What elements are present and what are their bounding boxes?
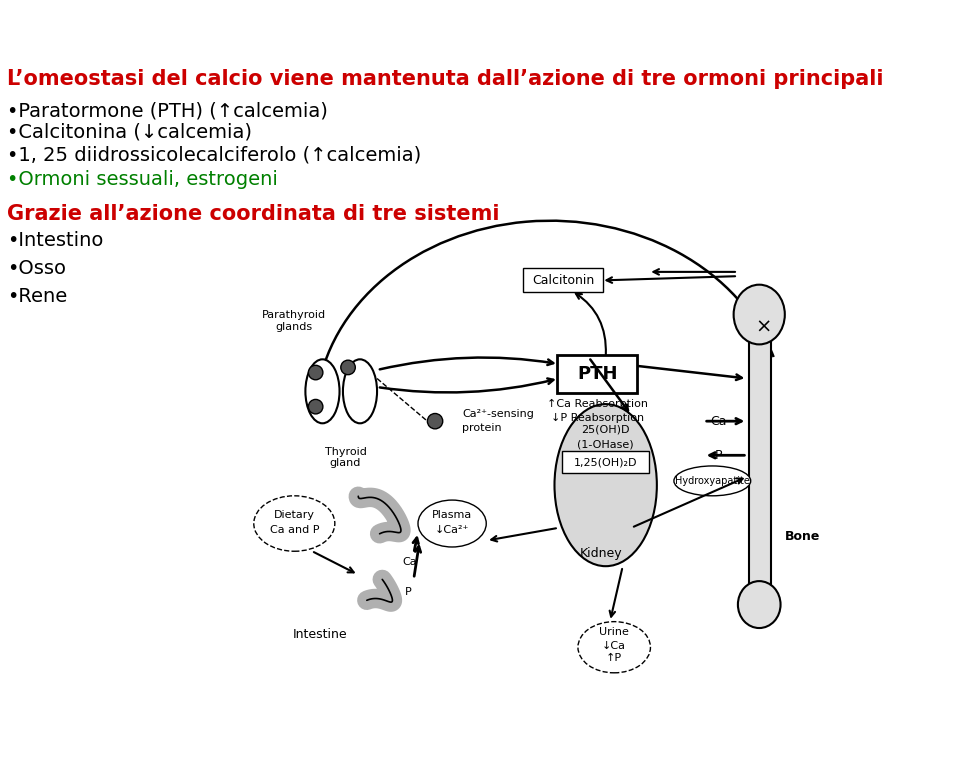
Text: ↑P: ↑P <box>606 653 622 663</box>
Text: Ca²⁺-sensing: Ca²⁺-sensing <box>463 409 534 420</box>
Ellipse shape <box>253 496 335 551</box>
Text: Bone: Bone <box>785 530 820 542</box>
Bar <box>749 314 771 604</box>
Text: Dietary: Dietary <box>274 510 315 520</box>
Ellipse shape <box>733 285 785 344</box>
Text: Calcitonin: Calcitonin <box>532 274 594 287</box>
Text: •1, 25 diidrossicolecalciferolo (↑calcemia): •1, 25 diidrossicolecalciferolo (↑calcem… <box>7 146 421 165</box>
Text: •Rene: •Rene <box>7 287 67 306</box>
Ellipse shape <box>427 414 443 429</box>
Text: ↓Ca²⁺: ↓Ca²⁺ <box>435 526 469 536</box>
Text: Grazie all’azione coordinata di tre sistemi: Grazie all’azione coordinata di tre sist… <box>7 204 499 224</box>
Text: (1-OHase): (1-OHase) <box>577 439 634 449</box>
Ellipse shape <box>674 466 751 496</box>
Text: P: P <box>714 449 722 462</box>
Text: ↓P Reabsorption: ↓P Reabsorption <box>551 413 644 423</box>
Text: Ca and P: Ca and P <box>270 526 319 536</box>
Text: Ca: Ca <box>710 414 727 428</box>
Text: PTH: PTH <box>577 365 617 383</box>
Text: Plasma: Plasma <box>432 510 472 520</box>
Text: P: P <box>404 587 411 597</box>
Text: •Ormoni sessuali, estrogeni: •Ormoni sessuali, estrogeni <box>7 169 277 188</box>
Ellipse shape <box>343 359 377 423</box>
Text: ↓Ca: ↓Ca <box>602 640 626 651</box>
Text: 1,25(OH)₂D: 1,25(OH)₂D <box>574 457 637 467</box>
Text: Parathyroid
glands: Parathyroid glands <box>262 310 326 332</box>
Text: •Intestino: •Intestino <box>7 231 103 250</box>
Ellipse shape <box>578 622 651 673</box>
Text: Ca: Ca <box>402 557 417 567</box>
Text: Intestine: Intestine <box>293 628 348 641</box>
Text: protein: protein <box>463 423 502 433</box>
Text: •Calcitonina (↓calcemia): •Calcitonina (↓calcemia) <box>7 123 252 142</box>
Text: Urine: Urine <box>599 627 629 637</box>
Ellipse shape <box>341 360 355 375</box>
FancyBboxPatch shape <box>563 451 649 473</box>
FancyBboxPatch shape <box>557 356 637 393</box>
Text: Kidney: Kidney <box>580 547 623 560</box>
Ellipse shape <box>308 399 323 414</box>
Ellipse shape <box>738 581 780 628</box>
FancyBboxPatch shape <box>523 269 603 292</box>
Text: ×: × <box>756 318 772 336</box>
Text: 25(OH)D: 25(OH)D <box>582 425 630 435</box>
Ellipse shape <box>418 500 487 547</box>
Text: L’omeostasi del calcio viene mantenuta dall’azione di tre ormoni principali: L’omeostasi del calcio viene mantenuta d… <box>7 69 883 89</box>
Text: •Paratormone (PTH) (↑calcemia): •Paratormone (PTH) (↑calcemia) <box>7 101 327 121</box>
Ellipse shape <box>308 365 323 380</box>
Text: •Osso: •Osso <box>7 259 66 278</box>
Text: ↑Ca Reabsorption: ↑Ca Reabsorption <box>546 399 648 409</box>
Text: Thyroid
gland: Thyroid gland <box>324 447 367 468</box>
Text: Hydroxyapatite: Hydroxyapatite <box>675 476 750 486</box>
Ellipse shape <box>555 404 657 566</box>
Ellipse shape <box>305 359 340 423</box>
